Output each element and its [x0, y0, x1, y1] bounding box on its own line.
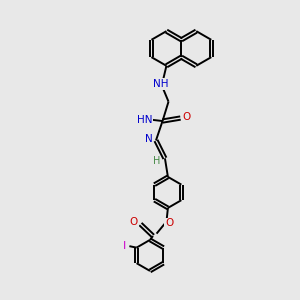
Text: O: O — [165, 218, 173, 229]
Text: O: O — [182, 112, 190, 122]
Text: H: H — [153, 156, 160, 166]
Text: I: I — [122, 241, 126, 251]
Text: HN: HN — [137, 115, 152, 124]
Text: O: O — [130, 217, 138, 227]
Text: NH: NH — [153, 79, 169, 89]
Text: N: N — [145, 134, 152, 144]
